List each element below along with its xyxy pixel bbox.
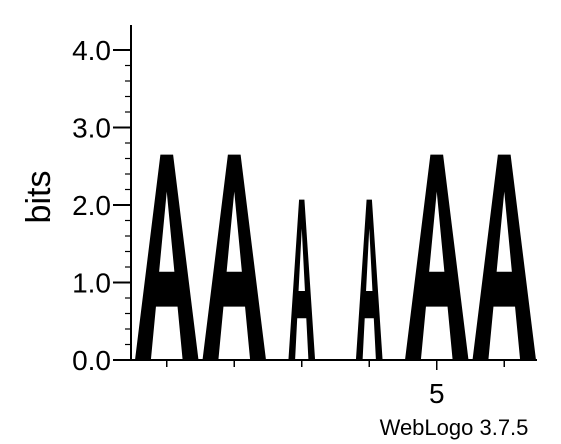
x-tick-label: 5	[429, 378, 445, 409]
letter-A-glyph	[405, 154, 469, 360]
y-tick-label: 4.0	[72, 35, 111, 66]
weblogo-credit: WebLogo 3.7.5	[380, 415, 529, 440]
letter-A-glyph	[472, 154, 536, 360]
letter-A-glyph	[202, 154, 266, 360]
y-axis-label: bits	[20, 171, 58, 224]
letter-A-glyph	[288, 199, 316, 360]
letter-A-glyph	[355, 199, 383, 360]
letter-A-glyph	[135, 154, 199, 360]
y-axis: 0.0 1.0 2.0 3.0 4.0	[72, 25, 132, 376]
y-tick-label: 3.0	[72, 113, 111, 144]
y-tick-label: 0.0	[72, 345, 111, 376]
y-tick-label: 2.0	[72, 190, 111, 221]
y-tick-label: 1.0	[72, 268, 111, 299]
letter-stacks	[135, 154, 536, 360]
x-axis: 5	[131, 359, 537, 409]
